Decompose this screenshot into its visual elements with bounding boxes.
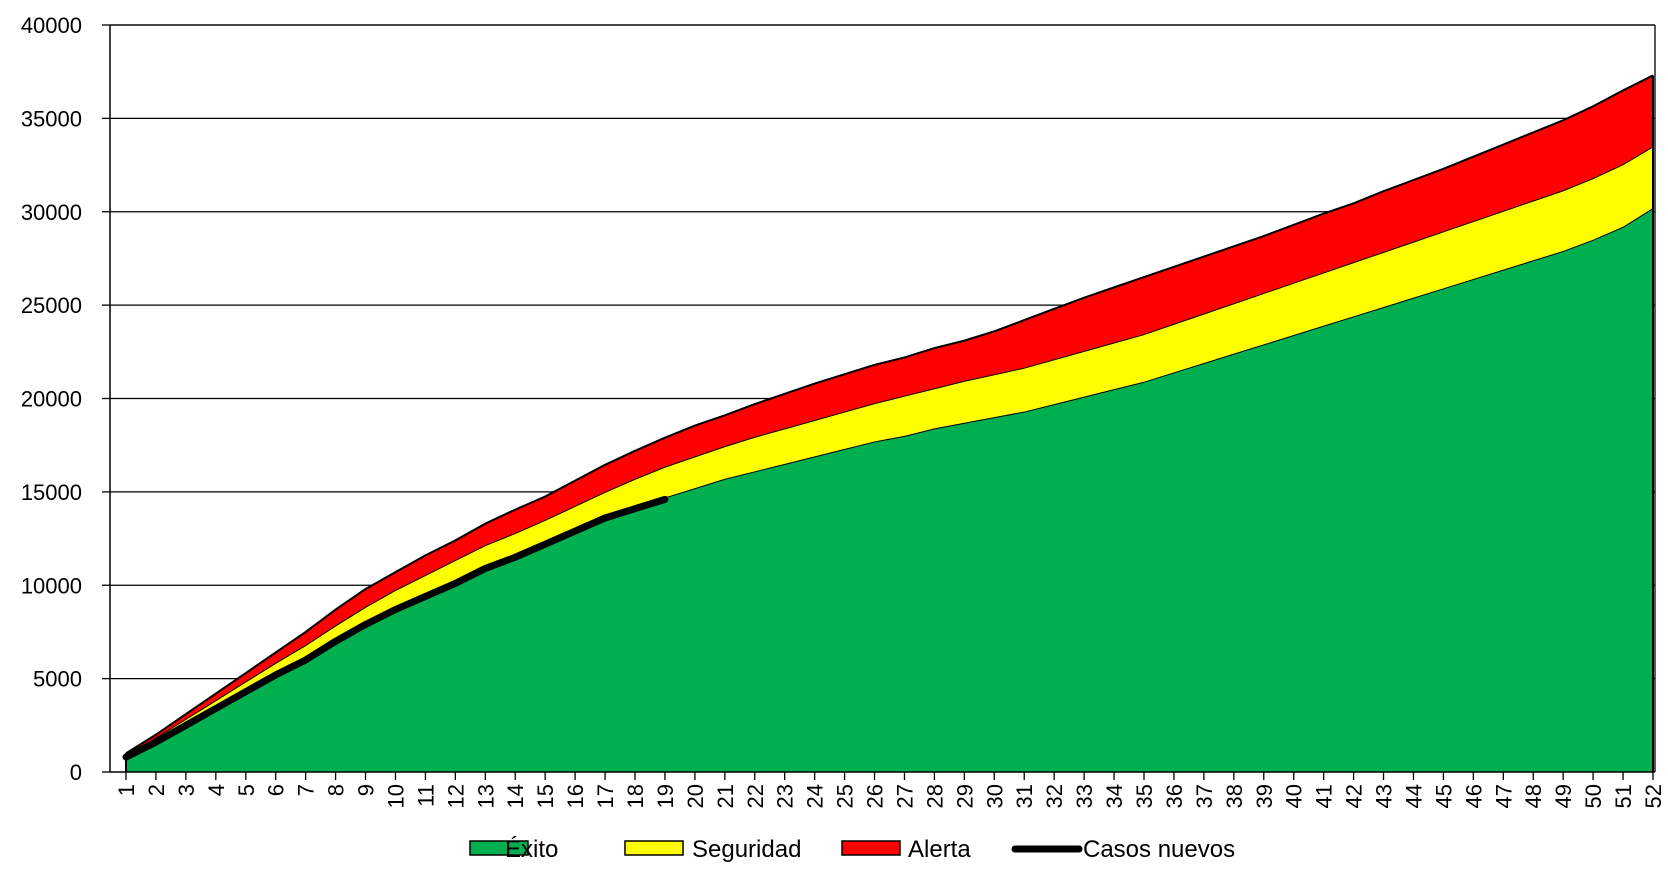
legend: Éxito Seguridad Alerta Casos nuevos: [469, 836, 1235, 863]
legend-swatch-1: [469, 840, 529, 856]
x-tick-label: 26: [863, 784, 888, 808]
x-tick-label: 34: [1102, 784, 1127, 808]
x-tick-label: 28: [922, 784, 947, 808]
x-axis-ticks: 1 2 3 4 5 6 7 8 9 10 11 12 13 14 15 16 17 18 19 20 21 22 23 24 2…: [114, 772, 1666, 808]
x-tick-label: 20: [683, 784, 708, 808]
line-series: [122, 495, 669, 761]
x-tick-label: 45: [1431, 784, 1456, 808]
x-tick-label: 41: [1312, 784, 1337, 808]
y-tick-label: 10000: [21, 573, 82, 598]
x-tick-label: 16: [563, 784, 588, 808]
x-tick-label: 21: [713, 784, 738, 808]
x-tick-label: 2: [144, 784, 169, 796]
x-tick-label: 15: [533, 784, 558, 808]
y-tick-label: 40000: [21, 13, 82, 38]
x-tick-label: 9: [354, 784, 379, 796]
x-tick-label: 36: [1162, 784, 1187, 808]
area-edge-3: [125, 74, 1654, 755]
y-tick-label: 5000: [33, 667, 82, 692]
x-tick-label: 22: [743, 784, 768, 808]
legend-label-2: Seguridad: [692, 836, 801, 863]
x-tick-label: 43: [1372, 784, 1397, 808]
x-tick-label: 5: [234, 784, 259, 796]
x-tick-label: 33: [1072, 784, 1097, 808]
axes: [109, 24, 1656, 773]
x-tick-label: 32: [1042, 784, 1067, 808]
x-tick-label: 17: [593, 784, 618, 808]
x-tick-label: 24: [803, 784, 828, 808]
y-tick-label: 20000: [21, 387, 82, 412]
y-tick-label: 15000: [21, 480, 82, 505]
y-axis-ticks: 0 5000 10000 15000 20000 25000 30000 35000 40000: [21, 13, 110, 785]
x-tick-label: 51: [1611, 784, 1636, 808]
x-tick-label: 37: [1192, 784, 1217, 808]
x-tick-label: 42: [1342, 784, 1367, 808]
x-tick-label: 52: [1641, 784, 1666, 808]
x-tick-label: 29: [952, 784, 977, 808]
x-tick-label: 39: [1252, 784, 1277, 808]
x-tick-label: 38: [1222, 784, 1247, 808]
x-tick-label: 4: [204, 784, 229, 796]
legend-label-1: Éxito: [505, 836, 558, 863]
area-3: [126, 75, 1653, 756]
x-tick-label: 14: [503, 784, 528, 808]
x-tick-label: 8: [324, 784, 349, 796]
x-tick-label: 40: [1282, 784, 1307, 808]
x-tick-label: 23: [773, 784, 798, 808]
x-tick-label: 48: [1521, 784, 1546, 808]
x-tick-label: 12: [443, 784, 468, 808]
x-tick-label: 31: [1012, 784, 1037, 808]
x-tick-label: 50: [1581, 784, 1606, 808]
x-tick-label: 10: [383, 784, 408, 808]
x-tick-label: 49: [1551, 784, 1576, 808]
x-tick-label: 13: [473, 784, 498, 808]
x-tick-label: 27: [892, 784, 917, 808]
x-tick-label: 46: [1461, 784, 1486, 808]
legend-label-3: Alerta: [908, 836, 971, 863]
area-series: [125, 74, 1654, 772]
y-tick-label: 35000: [21, 106, 82, 131]
x-tick-label: 30: [982, 784, 1007, 808]
area-1: [126, 208, 1653, 772]
y-tick-label: 0: [70, 760, 82, 785]
x-tick-label: 18: [623, 784, 648, 808]
area-2: [126, 146, 1653, 758]
x-tick-label: 47: [1491, 784, 1516, 808]
x-tick-label: 11: [413, 784, 438, 807]
x-tick-label: 19: [653, 784, 678, 808]
x-tick-label: 35: [1132, 784, 1157, 808]
x-tick-label: 7: [294, 784, 319, 796]
line-casos-nuevos: [122, 495, 669, 761]
x-tick-label: 44: [1401, 784, 1426, 808]
x-tick-label: 3: [174, 784, 199, 796]
legend-label-4: Casos nuevos: [1083, 836, 1235, 863]
y-tick-label: 25000: [21, 293, 82, 318]
x-tick-label: 1: [114, 784, 139, 796]
y-tick-label: 30000: [21, 200, 82, 225]
x-tick-label: 6: [264, 784, 289, 796]
x-tick-label: 25: [833, 784, 858, 808]
legend-swatch-3: [841, 840, 901, 856]
legend-swatch-2: [624, 840, 684, 856]
